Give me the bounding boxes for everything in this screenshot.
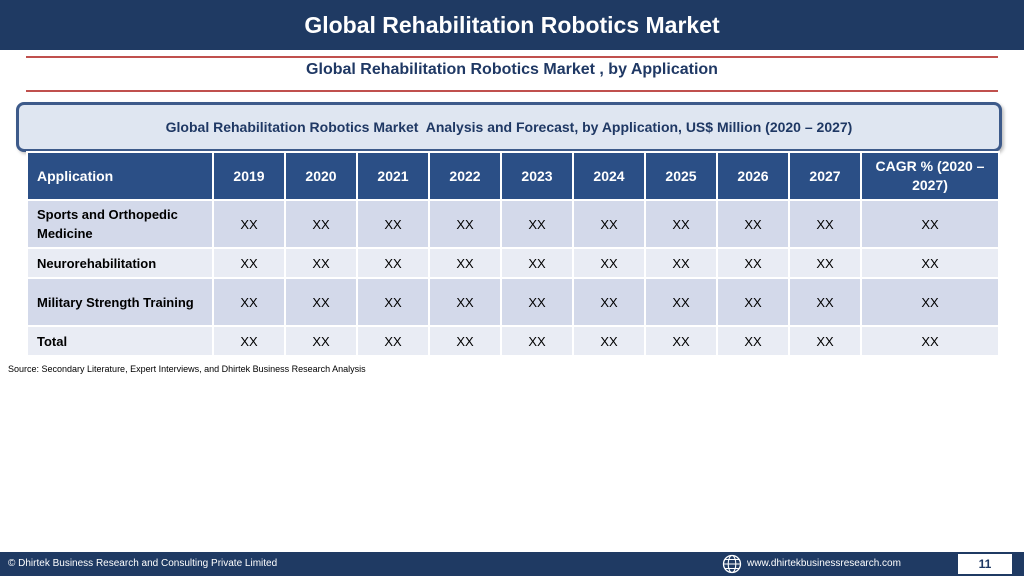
table-cell: XX: [716, 277, 790, 327]
table-cell: XX: [356, 247, 430, 279]
divider-bottom: [26, 90, 998, 92]
row-label: Sports and Orthopedic Medicine: [26, 199, 214, 249]
column-header-2026: 2026: [716, 151, 790, 201]
table-row: Sports and Orthopedic Medicine XX XX XX …: [26, 199, 1000, 249]
column-header-2019: 2019: [212, 151, 286, 201]
table-cell: XX: [572, 277, 646, 327]
table-cell: XX: [644, 277, 718, 327]
section-subtitle: Global Rehabilitation Robotics Market , …: [306, 61, 718, 78]
row-label: Military Strength Training: [26, 277, 214, 327]
table-cell: XX: [860, 247, 1000, 279]
table-cell: XX: [788, 325, 862, 357]
table-row: Neurorehabilitation XX XX XX XX XX XX XX…: [26, 247, 1000, 279]
column-header-cagr: CAGR % (2020 – 2027): [860, 151, 1000, 201]
column-header-2024: 2024: [572, 151, 646, 201]
table-cell: XX: [428, 277, 502, 327]
table-cell: XX: [860, 277, 1000, 327]
table-cell: XX: [716, 247, 790, 279]
table-cell: XX: [572, 199, 646, 249]
table-row: Military Strength Training XX XX XX XX X…: [26, 277, 1000, 327]
table-cell: XX: [428, 325, 502, 357]
table-cell: XX: [860, 199, 1000, 249]
column-header-2023: 2023: [500, 151, 574, 201]
table-cell: XX: [356, 277, 430, 327]
copyright-text: © Dhirtek Business Research and Consulti…: [8, 558, 278, 569]
footer-bar: © Dhirtek Business Research and Consulti…: [0, 552, 1024, 576]
table-cell: XX: [788, 199, 862, 249]
table-cell: XX: [572, 325, 646, 357]
table-cell: XX: [356, 199, 430, 249]
table-cell: XX: [716, 199, 790, 249]
column-header-2021: 2021: [356, 151, 430, 201]
table-cell: XX: [284, 199, 358, 249]
table-cell: XX: [212, 247, 286, 279]
table-cell: XX: [212, 199, 286, 249]
row-label: Total: [26, 325, 214, 357]
table-cell: XX: [284, 247, 358, 279]
page-title: Global Rehabilitation Robotics Market: [304, 11, 720, 38]
column-header-application: Application: [26, 151, 214, 201]
market-table: Application 2019 2020 2021 2022 2023 202…: [26, 151, 1000, 357]
table-caption: Global Rehabilitation Robotics Market An…: [165, 119, 853, 135]
title-bar: Global Rehabilitation Robotics Market: [0, 0, 1024, 50]
table-cell: XX: [572, 247, 646, 279]
table-cell: XX: [500, 247, 574, 279]
divider-top: [26, 56, 998, 58]
table-cell: XX: [500, 199, 574, 249]
table-cell: XX: [716, 325, 790, 357]
table-cell: XX: [860, 325, 1000, 357]
source-note: Source: Secondary Literature, Expert Int…: [8, 364, 366, 374]
website-link[interactable]: www.dhirtekbusinessresearch.com: [747, 558, 901, 569]
table-cell: XX: [788, 247, 862, 279]
table-header-row: Application 2019 2020 2021 2022 2023 202…: [26, 151, 1000, 201]
table-cell: XX: [356, 325, 430, 357]
column-header-2027: 2027: [788, 151, 862, 201]
table-caption-banner: Global Rehabilitation Robotics Market An…: [16, 102, 1002, 152]
table-cell: XX: [500, 277, 574, 327]
row-label: Neurorehabilitation: [26, 247, 214, 279]
table-cell: XX: [284, 325, 358, 357]
table-cell: XX: [644, 199, 718, 249]
column-header-2020: 2020: [284, 151, 358, 201]
table-cell: XX: [212, 325, 286, 357]
table-cell: XX: [284, 277, 358, 327]
table-cell: XX: [644, 247, 718, 279]
column-header-2022: 2022: [428, 151, 502, 201]
column-header-2025: 2025: [644, 151, 718, 201]
table-cell: XX: [644, 325, 718, 357]
table-cell: XX: [212, 277, 286, 327]
table-cell: XX: [428, 199, 502, 249]
table-cell: XX: [788, 277, 862, 327]
table-cell: XX: [428, 247, 502, 279]
table-row-total: Total XX XX XX XX XX XX XX XX XX XX: [26, 325, 1000, 357]
table-cell: XX: [500, 325, 574, 357]
globe-icon: [722, 554, 742, 574]
page-number: 11: [958, 554, 1012, 574]
